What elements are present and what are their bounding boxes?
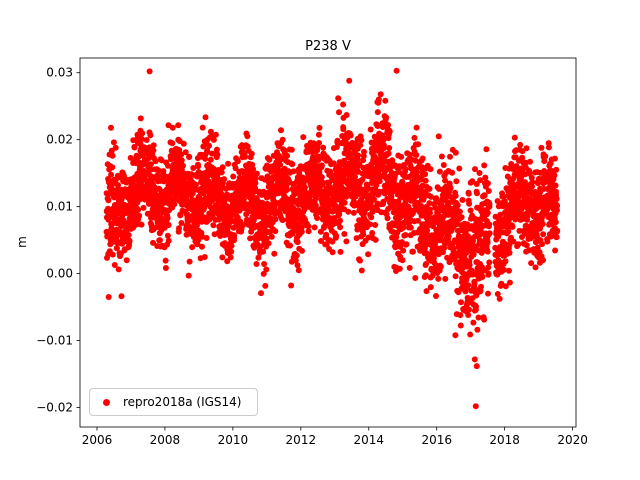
scatter-points-layer <box>103 67 561 410</box>
y-tick-label: 0.03 <box>46 66 73 80</box>
legend-label: repro2018a (IGS14) <box>123 395 242 409</box>
y-tick-label: 0.01 <box>46 200 73 214</box>
legend-marker-dot <box>103 398 110 406</box>
x-tick-label: 2018 <box>489 433 520 447</box>
x-tick-label: 2016 <box>421 433 452 447</box>
x-tick-label: 2020 <box>557 433 588 447</box>
y-tick-label: 0.02 <box>46 133 73 147</box>
legend: repro2018a (IGS14) <box>89 388 259 416</box>
chart-title: P238 V <box>305 39 351 54</box>
y-tick-label: −0.02 <box>36 401 73 415</box>
x-tick-label: 2006 <box>82 433 113 447</box>
x-tick-label: 2014 <box>353 433 384 447</box>
y-tick-label: 0.00 <box>46 267 73 281</box>
x-tick-label: 2010 <box>218 433 249 447</box>
y-tick-label: −0.01 <box>36 334 73 348</box>
axes-spines <box>79 57 577 428</box>
x-tick-label: 2008 <box>150 433 181 447</box>
x-tick-label: 2012 <box>286 433 317 447</box>
